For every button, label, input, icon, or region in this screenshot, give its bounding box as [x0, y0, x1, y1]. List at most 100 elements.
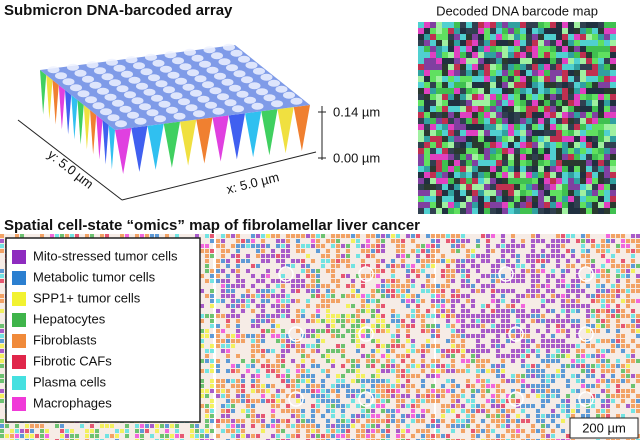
cell: [356, 429, 360, 433]
map-pixel: [556, 112, 562, 118]
cell: [140, 234, 144, 238]
cell: [266, 289, 270, 293]
cell: [276, 304, 280, 308]
cell: [386, 434, 390, 438]
cell: [521, 364, 525, 368]
cell: [601, 309, 605, 313]
cell: [576, 354, 580, 358]
cell: [316, 284, 320, 288]
cell: [286, 304, 290, 308]
cell: [466, 384, 470, 388]
cell: [75, 234, 79, 238]
map-pixel: [574, 52, 580, 58]
cell: [526, 324, 530, 328]
cell: [426, 399, 430, 403]
map-pixel: [538, 160, 544, 166]
cell: [261, 304, 265, 308]
cell: [561, 399, 565, 403]
map-pixel: [508, 154, 514, 160]
map-pixel: [424, 40, 430, 46]
cell: [216, 264, 220, 268]
cell: [205, 424, 209, 428]
cell: [441, 299, 445, 303]
cell: [210, 274, 214, 278]
cell: [25, 434, 29, 438]
cell: [426, 324, 430, 328]
cell: [561, 419, 565, 423]
map-pixel: [424, 148, 430, 154]
map-pixel: [598, 172, 604, 178]
map-pixel: [442, 46, 448, 52]
map-pixel: [610, 202, 616, 208]
cell: [376, 404, 380, 408]
map-pixel: [508, 40, 514, 46]
map-pixel: [442, 184, 448, 190]
cell: [556, 359, 560, 363]
cell: [205, 404, 209, 408]
cell: [246, 369, 250, 373]
cell: [466, 349, 470, 353]
cell: [391, 389, 395, 393]
cell: [135, 234, 139, 238]
cell: [281, 344, 285, 348]
cell: [236, 424, 240, 428]
cell: [336, 334, 340, 338]
cell: [241, 429, 245, 433]
cell: [621, 314, 625, 318]
cell: [261, 234, 265, 238]
roi-circle: [508, 326, 524, 342]
cell: [281, 399, 285, 403]
cell: [616, 414, 620, 418]
map-pixel: [454, 46, 460, 52]
cell: [436, 349, 440, 353]
map-pixel: [514, 160, 520, 166]
cell: [326, 354, 330, 358]
cell: [331, 424, 335, 428]
map-pixel: [508, 118, 514, 124]
cell: [226, 284, 230, 288]
cell: [521, 274, 525, 278]
cell: [231, 364, 235, 368]
map-pixel: [562, 82, 568, 88]
map-pixel: [430, 100, 436, 106]
surface-peak: [166, 106, 178, 114]
cell: [236, 384, 240, 388]
surface-peak: [275, 85, 288, 93]
cell: [521, 349, 525, 353]
cell: [601, 244, 605, 248]
cell: [256, 374, 260, 378]
cell: [376, 339, 380, 343]
map-pixel: [610, 76, 616, 82]
cell: [441, 354, 445, 358]
cell: [296, 424, 300, 428]
map-pixel: [448, 22, 454, 28]
cell: [0, 329, 4, 333]
surface-peak: [101, 73, 114, 81]
cell: [566, 299, 570, 303]
cell: [0, 309, 4, 313]
map-pixel: [472, 58, 478, 64]
cell: [511, 434, 515, 438]
cell: [516, 354, 520, 358]
cell: [421, 319, 425, 323]
cell: [616, 404, 620, 408]
map-pixel: [580, 130, 586, 136]
cell: [496, 334, 500, 338]
cell: [160, 434, 164, 438]
spike: [90, 110, 97, 155]
map-pixel: [562, 112, 568, 118]
map-pixel: [472, 166, 478, 172]
cell: [386, 359, 390, 363]
cell: [236, 314, 240, 318]
cell: [496, 339, 500, 343]
cell: [236, 399, 240, 403]
cell: [581, 289, 585, 293]
cell: [556, 329, 560, 333]
cell: [451, 349, 455, 353]
map-pixel: [592, 178, 598, 184]
cell: [436, 344, 440, 348]
map-pixel: [436, 130, 442, 136]
cell: [566, 349, 570, 353]
cell: [366, 419, 370, 423]
cell: [541, 374, 545, 378]
